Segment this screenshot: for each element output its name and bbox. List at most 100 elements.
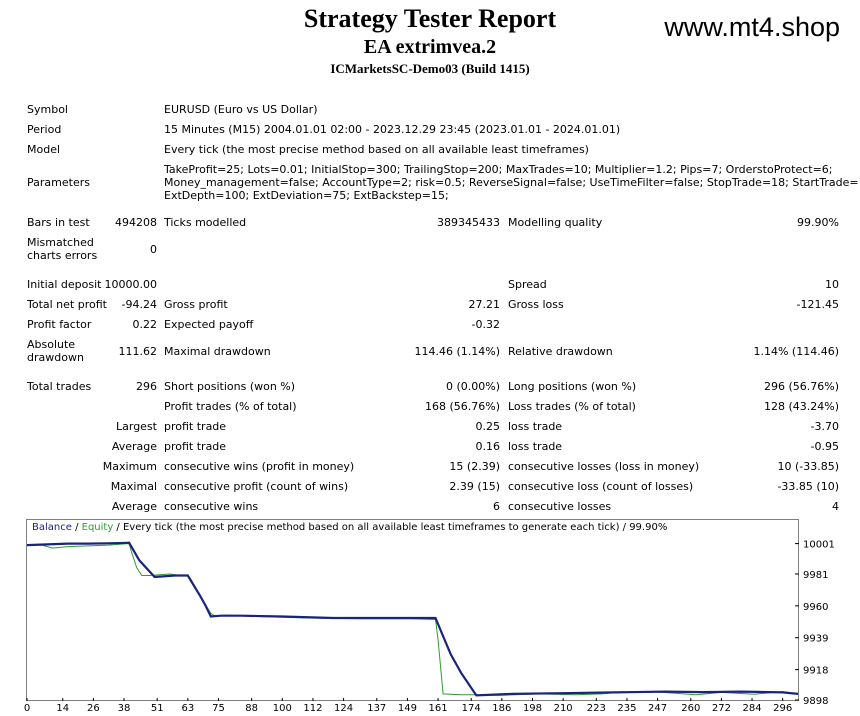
x-tick-label: 75 [212, 703, 225, 714]
maximal-label: Maximal [110, 480, 157, 493]
average-loss-value: -0.95 [810, 440, 839, 453]
balance-line [26, 541, 799, 697]
average-label: Average [111, 440, 157, 453]
maximal-consecutive-loss-value: -33.85 (10) [777, 480, 839, 493]
spread-value: 10 [825, 278, 839, 291]
spread-label: Spread [508, 278, 547, 291]
x-tick-label: 137 [367, 703, 386, 714]
bars-label: Bars in test [27, 216, 90, 229]
gross-profit-value: 27.21 [468, 298, 501, 311]
deposit-value: 10000.00 [104, 278, 158, 291]
y-tick-label: 9981 [803, 570, 828, 581]
x-tick-label: 100 [273, 703, 292, 714]
expected-payoff-value: -0.32 [471, 318, 500, 331]
x-tick-label: 124 [334, 703, 353, 714]
mismatch-value: 0 [150, 243, 157, 256]
profit-trades-label: Profit trades (% of total) [164, 400, 297, 413]
net-profit-label: Total net profit [27, 298, 107, 311]
loss-trades-label: Loss trades (% of total) [508, 400, 636, 413]
max-consecutive-wins-label: consecutive wins (profit in money) [164, 460, 355, 473]
net-profit-value: -94.24 [121, 298, 157, 311]
gross-loss-label: Gross loss [508, 298, 564, 311]
deposit-label: Initial deposit [27, 278, 102, 291]
long-positions-label: Long positions (won %) [508, 380, 637, 393]
average-consecutive-losses-label: consecutive losses [508, 500, 612, 513]
maximal-consecutive-profit-label: consecutive profit (count of wins) [164, 480, 349, 493]
profit-factor-label: Profit factor [27, 318, 92, 331]
total-trades-value: 296 [136, 380, 157, 393]
legend-equity: Equity [81, 522, 114, 533]
profit-trades-value: 168 (56.76%) [424, 400, 500, 413]
largest-label: Largest [116, 420, 157, 433]
x-tick-label: 247 [648, 703, 667, 714]
quality-label: Modelling quality [508, 216, 603, 229]
server-build: ICMarketsSC-Demo03 (Build 1415) [330, 61, 530, 76]
average-consecutive-label: Average [111, 500, 157, 513]
parameters-label: Parameters [27, 176, 90, 189]
y-tick-label: 9939 [803, 634, 828, 645]
x-tick-label: 14 [56, 703, 69, 714]
x-tick-label: 149 [398, 703, 417, 714]
mismatch-label-2: charts errors [27, 249, 98, 262]
equity-line [27, 543, 799, 696]
largest-loss-value: -3.70 [810, 420, 839, 433]
x-tick-label: 161 [428, 703, 447, 714]
x-tick-label: 272 [712, 703, 731, 714]
expected-payoff-label: Expected payoff [164, 318, 254, 331]
ticks-value: 389345433 [437, 216, 500, 229]
x-tick-label: 284 [742, 703, 761, 714]
quality-value: 99.90% [797, 216, 839, 229]
average-profit-label: profit trade [164, 440, 227, 453]
average-consecutive-wins-label: consecutive wins [164, 500, 259, 513]
x-tick-label: 198 [523, 703, 542, 714]
symbol-label: Symbol [27, 103, 68, 116]
model-label: Model [27, 143, 61, 156]
average-consecutive-losses-value: 4 [832, 500, 839, 513]
bars-value: 494208 [115, 216, 157, 229]
x-tick-label: 174 [462, 703, 481, 714]
maximum-label: Maximum [102, 460, 157, 473]
ticks-label: Ticks modelled [164, 216, 247, 229]
parameters-line-2: Money_management=false; AccountType=2; r… [164, 176, 860, 189]
x-tick-label: 186 [492, 703, 511, 714]
relative-drawdown-label: Relative drawdown [508, 345, 613, 358]
mismatch-label-1: Mismatched [27, 236, 94, 249]
y-tick-label: 9918 [803, 666, 828, 677]
largest-loss-label: loss trade [508, 420, 563, 433]
chart-legend: Balance / Equity / Every tick (the most … [32, 522, 667, 533]
largest-profit-value: 0.25 [475, 420, 501, 433]
y-tick-label: 9960 [803, 602, 828, 613]
max-consecutive-losses-value: 10 (-33.85) [777, 460, 839, 473]
x-tick-label: 210 [554, 703, 573, 714]
x-tick-label: 38 [118, 703, 131, 714]
gross-profit-label: Gross profit [164, 298, 228, 311]
average-loss-label: loss trade [508, 440, 563, 453]
legend-balance: Balance [32, 522, 72, 533]
model-value: Every tick (the most precise method base… [164, 143, 589, 156]
watermark-link[interactable]: www.mt4.shop [664, 12, 840, 42]
x-tick-label: 26 [87, 703, 100, 714]
average-profit-value: 0.16 [475, 440, 501, 453]
x-tick-label: 0 [24, 703, 30, 714]
largest-profit-label: profit trade [164, 420, 227, 433]
parameters-line-1: TakeProfit=25; Lots=0.01; InitialStop=30… [164, 163, 833, 176]
period-label: Period [27, 123, 62, 136]
x-tick-label: 235 [617, 703, 636, 714]
x-tick-label: 51 [151, 703, 164, 714]
total-trades-label: Total trades [27, 380, 92, 393]
maximal-drawdown-label: Maximal drawdown [164, 345, 271, 358]
x-tick-label: 88 [245, 703, 258, 714]
absolute-drawdown-label-2: drawdown [27, 351, 84, 364]
long-positions-value: 296 (56.76%) [763, 380, 839, 393]
x-tick-label: 223 [587, 703, 606, 714]
ea-name: EA extrimvea.2 [363, 36, 497, 58]
y-tick-label: 9898 [803, 696, 828, 707]
max-consecutive-losses-label: consecutive losses (loss in money) [508, 460, 700, 473]
absolute-drawdown-value: 111.62 [118, 345, 158, 358]
report-title: Strategy Tester Report [303, 4, 557, 33]
legend-description: / Every tick (the most precise method ba… [113, 522, 668, 533]
x-tick-label: 296 [773, 703, 792, 714]
profit-factor-value: 0.22 [132, 318, 158, 331]
y-tick-label: 10001 [803, 540, 835, 551]
balance-chart-frame [26, 519, 799, 701]
